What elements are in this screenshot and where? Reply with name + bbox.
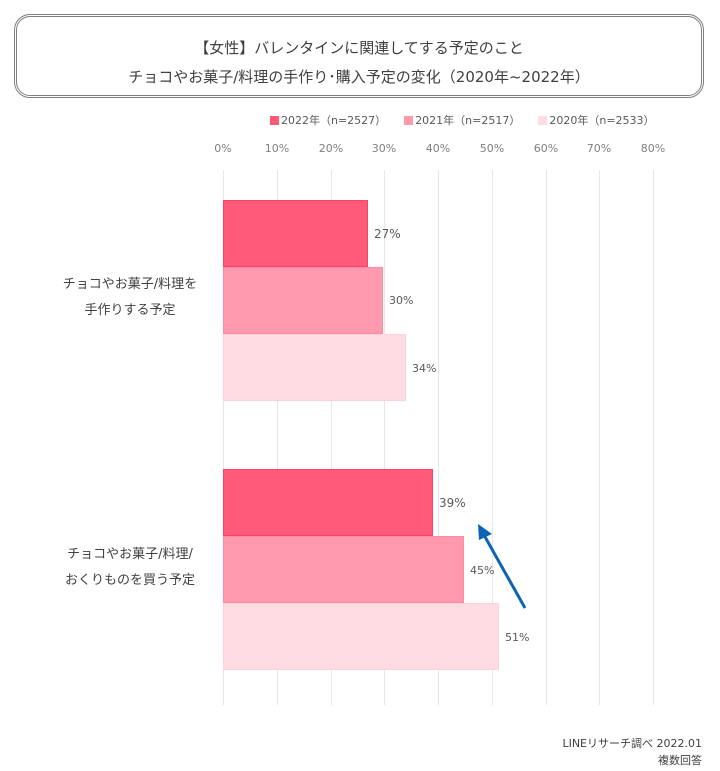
category-label-purchase-line1: チョコやお菓子/料理/ (67, 547, 193, 562)
x-tick-20: 20% (318, 142, 344, 155)
legend-swatch-2022 (270, 115, 279, 125)
x-tick-60: 60% (533, 142, 559, 155)
bar-value-handmade-2022: 27% (374, 227, 401, 241)
legend-label-2022: 2022年（n=2527） (281, 114, 387, 127)
gridline-30 (384, 170, 385, 705)
gridline-70 (599, 170, 600, 705)
bar-purchase-2020 (223, 603, 499, 670)
bar-handmade-2020 (223, 334, 406, 401)
response-type-note: 複数回答 (658, 754, 702, 767)
trend-arrow-icon (478, 524, 527, 609)
gridline-20 (331, 170, 332, 705)
gridline-0 (223, 170, 224, 705)
bar-value-purchase-2022: 39% (439, 496, 466, 510)
gridline-40 (438, 170, 439, 705)
x-tick-50: 50% (479, 142, 505, 155)
legend-label-2021: 2021年（n=2517） (415, 114, 521, 127)
x-tick-0: 0% (214, 142, 232, 155)
category-label-handmade-line2: 手作りする予定 (84, 303, 176, 318)
legend-swatch-2020 (538, 115, 548, 125)
category-label-handmade-line1: チョコやお菓子/料理を (62, 277, 198, 292)
legend-item-2022: 2022年（n=2527） (270, 113, 386, 127)
legend-item-2021: 2021年（n=2517） (404, 113, 520, 127)
bar-value-purchase-2021: 45% (470, 564, 495, 577)
x-tick-10: 10% (264, 142, 290, 155)
category-label-purchase: チョコやお菓子/料理/ おくりものを買う予定 (40, 542, 220, 594)
source-note: LINEリサーチ調べ 2022.01 (562, 737, 702, 750)
x-tick-80: 80% (640, 142, 666, 155)
bar-value-purchase-2020: 51% (505, 631, 530, 644)
gridline-10 (277, 170, 278, 705)
category-label-handmade: チョコやお菓子/料理を 手作りする予定 (40, 272, 220, 324)
gridline-50 (492, 170, 493, 705)
legend-swatch-2021 (404, 115, 414, 125)
gridline-60 (546, 170, 547, 705)
bar-handmade-2021 (223, 267, 383, 334)
bar-purchase-2022 (223, 469, 433, 536)
chart-legend: 2022年（n=2527） 2021年（n=2517） 2020年（n=2533… (270, 113, 673, 127)
x-tick-40: 40% (425, 142, 451, 155)
chart-title-box: 【女性】バレンタインに関連してする予定のこと チョコやお菓子/料理の手作り･購入… (14, 14, 704, 98)
bar-value-handmade-2020: 34% (412, 362, 437, 375)
bar-handmade-2022 (223, 200, 368, 267)
category-label-purchase-line2: おくりものを買う予定 (64, 573, 195, 588)
chart-title-line2: チョコやお菓子/料理の手作り･購入予定の変化（2020年~2022年） (128, 68, 590, 86)
chart-title-line1: 【女性】バレンタインに関連してする予定のこと (194, 39, 524, 57)
x-tick-70: 70% (586, 142, 612, 155)
legend-item-2020: 2020年（n=2533） (538, 113, 655, 127)
gridline-80 (653, 170, 654, 705)
x-tick-30: 30% (371, 142, 397, 155)
bar-purchase-2021 (223, 536, 464, 603)
bar-value-handmade-2021: 30% (389, 294, 414, 307)
legend-label-2020: 2020年（n=2533） (549, 114, 655, 127)
